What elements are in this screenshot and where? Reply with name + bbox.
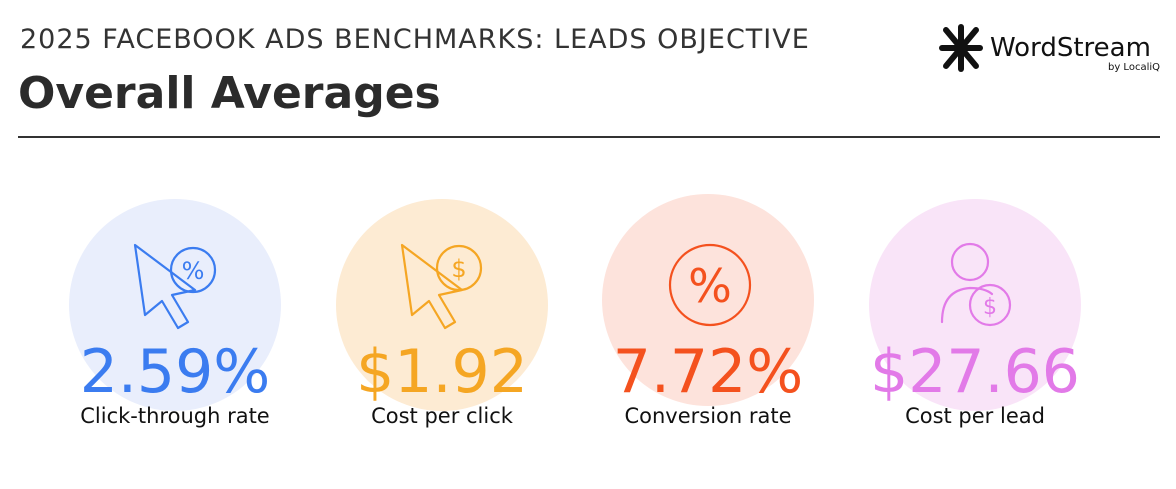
svg-text:$: $: [983, 295, 997, 320]
title: Overall Averages: [18, 68, 441, 119]
icon-circle: [69, 199, 281, 411]
lead-icon: $: [940, 242, 1012, 327]
conversion-icon: %: [668, 243, 752, 327]
click-icon: %: [133, 243, 217, 330]
metric-label: Conversion rate: [624, 404, 791, 428]
metric-label: Click-through rate: [80, 404, 269, 428]
logo-name: WordStream: [990, 33, 1151, 63]
logo-byline: by LocaliQ: [1108, 62, 1160, 73]
svg-text:%: %: [182, 257, 205, 285]
svg-text:%: %: [688, 259, 732, 313]
kicker: 2025 FACEBOOK ADS BENCHMARKS: LEADS OBJE…: [20, 24, 810, 55]
logo: WordStream by LocaliQ: [939, 24, 1160, 73]
icon-circle: [602, 194, 814, 406]
metric-value: 2.59%: [80, 337, 271, 407]
metric-value: $1.92: [356, 337, 528, 407]
logo-mark: [939, 24, 983, 72]
metric-value: $27.66: [870, 337, 1080, 407]
cost-icon: $: [400, 243, 483, 330]
metric-label: Cost per lead: [905, 404, 1045, 428]
metric-label: Cost per click: [371, 404, 514, 428]
metric-value: 7.72%: [613, 337, 804, 407]
icon-circle: [869, 199, 1081, 411]
svg-text:$: $: [451, 255, 466, 283]
icon-circle: [336, 199, 548, 411]
